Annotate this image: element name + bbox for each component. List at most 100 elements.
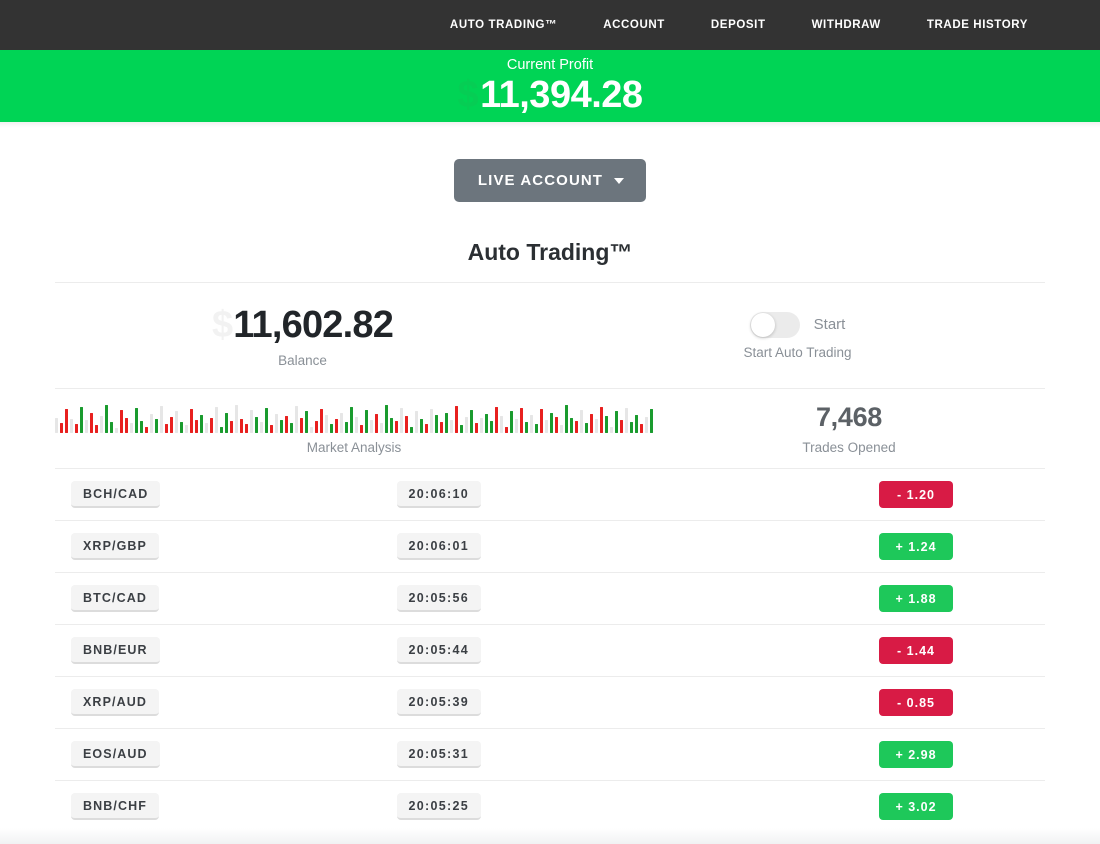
stats-row-primary: $11,602.82 Balance Start Start Auto Trad… xyxy=(55,283,1045,389)
table-row[interactable]: XRP/GBP 20:06:01 + 1.24 xyxy=(55,521,1045,573)
market-bar xyxy=(460,424,463,433)
market-bar xyxy=(190,408,193,433)
market-bar xyxy=(220,426,223,433)
market-bar xyxy=(65,408,68,433)
market-analysis-chart xyxy=(55,403,653,433)
trade-time-cell: 20:05:25 xyxy=(396,793,734,820)
market-bar xyxy=(585,422,588,433)
market-bar xyxy=(380,422,383,433)
market-bar xyxy=(210,417,213,433)
market-bar xyxy=(590,413,593,433)
market-bar xyxy=(60,422,63,433)
live-account-label: LIVE ACCOUNT xyxy=(477,172,604,189)
trade-time-cell: 20:05:31 xyxy=(396,741,734,768)
market-bar xyxy=(115,427,118,433)
market-bar xyxy=(160,405,163,433)
market-bar xyxy=(345,421,348,433)
market-bar xyxy=(270,424,273,433)
market-bar xyxy=(415,410,418,433)
nav-trade-history[interactable]: TRADE HISTORY xyxy=(926,19,1028,31)
market-bar xyxy=(470,409,473,433)
market-bar xyxy=(495,406,498,433)
market-bar xyxy=(80,406,83,433)
page-title: Auto Trading™ xyxy=(55,239,1045,283)
trade-pair-chip: BTC/CAD xyxy=(71,585,159,612)
market-bar xyxy=(575,420,578,433)
market-bar xyxy=(450,419,453,433)
market-bar xyxy=(120,409,123,433)
market-bar xyxy=(540,408,543,433)
market-bar xyxy=(360,424,363,433)
trade-pair-cell: BNB/CHF xyxy=(55,793,397,820)
trade-pair-chip: BNB/CHF xyxy=(71,793,159,820)
market-bar xyxy=(465,416,468,433)
market-bar xyxy=(640,423,643,433)
market-analysis-cell: Market Analysis xyxy=(55,389,653,468)
market-bar xyxy=(70,418,73,433)
trade-pair-cell: BNB/EUR xyxy=(55,637,397,664)
market-bar xyxy=(325,414,328,433)
trade-time-chip: 20:05:25 xyxy=(396,793,481,820)
trade-time-chip: 20:06:01 xyxy=(396,533,481,560)
nav-withdraw[interactable]: WITHDRAW xyxy=(811,19,881,31)
market-bar xyxy=(420,418,423,433)
table-row[interactable]: XRP/AUD 20:05:39 - 0.85 xyxy=(55,677,1045,729)
toggle-state-label: Start xyxy=(813,316,846,333)
market-bar xyxy=(605,415,608,433)
table-row[interactable]: BNB/CHF 20:05:25 + 3.02 xyxy=(55,781,1045,833)
table-row[interactable]: BCH/CAD 20:06:10 - 1.20 xyxy=(55,469,1045,521)
market-bar xyxy=(410,426,413,433)
trade-pair-chip: BCH/CAD xyxy=(71,481,161,508)
market-bar xyxy=(530,414,533,433)
market-bar xyxy=(95,424,98,433)
table-row[interactable]: EOS/AUD 20:05:31 + 2.98 xyxy=(55,729,1045,781)
bottom-fade xyxy=(0,828,1100,844)
market-bar xyxy=(370,419,373,433)
market-bar xyxy=(140,420,143,433)
market-bar xyxy=(200,414,203,433)
trade-pair-cell: XRP/GBP xyxy=(55,533,397,560)
market-bar xyxy=(375,413,378,433)
trade-pair-cell: EOS/AUD xyxy=(55,741,397,768)
stats-row-secondary: Market Analysis 7,468 Trades Opened xyxy=(55,389,1045,469)
market-bar xyxy=(315,420,318,433)
trade-amount-badge: + 1.24 xyxy=(879,533,953,560)
market-bar xyxy=(340,412,343,433)
nav-deposit[interactable]: DEPOSIT xyxy=(710,19,766,31)
market-bar xyxy=(260,421,263,433)
current-profit-label: Current Profit xyxy=(506,57,594,73)
nav-auto-trading[interactable]: AUTO TRADING™ xyxy=(449,19,558,31)
market-bar xyxy=(525,421,528,433)
market-bar xyxy=(580,409,583,433)
banner-shadow xyxy=(0,122,1100,128)
balance-value: 11,602.82 xyxy=(233,303,394,346)
market-bar xyxy=(280,419,283,433)
table-row[interactable]: BNB/EUR 20:05:44 - 1.44 xyxy=(55,625,1045,677)
market-bar xyxy=(390,417,393,433)
trade-pair-chip: XRP/AUD xyxy=(71,689,159,716)
market-bar xyxy=(300,417,303,433)
auto-trading-toggle[interactable] xyxy=(749,311,800,338)
market-bar xyxy=(310,426,313,433)
market-bar xyxy=(570,417,573,433)
market-bar xyxy=(560,424,563,433)
trade-amount-cell: - 1.20 xyxy=(733,481,1045,508)
market-bar xyxy=(545,419,548,433)
market-bar xyxy=(625,407,628,433)
trade-amount-cell: + 1.24 xyxy=(733,533,1045,560)
market-bar xyxy=(475,422,478,433)
market-bar xyxy=(285,415,288,433)
trade-time-cell: 20:06:01 xyxy=(396,533,734,560)
trades-opened-label: Trades Opened xyxy=(802,440,896,455)
trade-time-chip: 20:05:56 xyxy=(396,585,481,612)
live-account-dropdown[interactable]: LIVE ACCOUNT xyxy=(453,159,647,202)
nav-account[interactable]: ACCOUNT xyxy=(603,19,665,31)
trade-pair-cell: BCH/CAD xyxy=(55,481,397,508)
market-bar xyxy=(595,418,598,433)
market-bar xyxy=(535,423,538,433)
trade-time-chip: 20:05:39 xyxy=(396,689,481,716)
market-bar xyxy=(500,415,503,433)
table-row[interactable]: BTC/CAD 20:05:56 + 1.88 xyxy=(55,573,1045,625)
trade-time-chip: 20:05:31 xyxy=(396,741,481,768)
market-bar xyxy=(395,420,398,433)
